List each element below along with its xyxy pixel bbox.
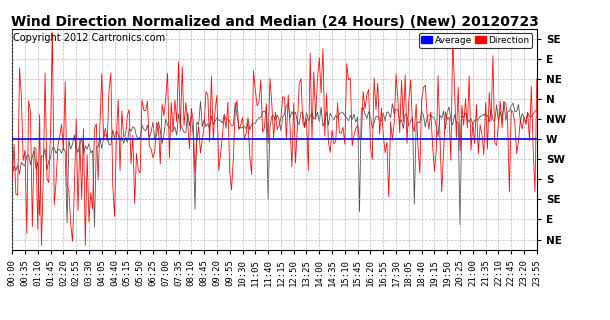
Title: Wind Direction Normalized and Median (24 Hours) (New) 20120723: Wind Direction Normalized and Median (24… xyxy=(10,15,539,29)
Legend: Average, Direction: Average, Direction xyxy=(418,33,533,48)
Text: Copyright 2012 Cartronics.com: Copyright 2012 Cartronics.com xyxy=(13,33,165,43)
